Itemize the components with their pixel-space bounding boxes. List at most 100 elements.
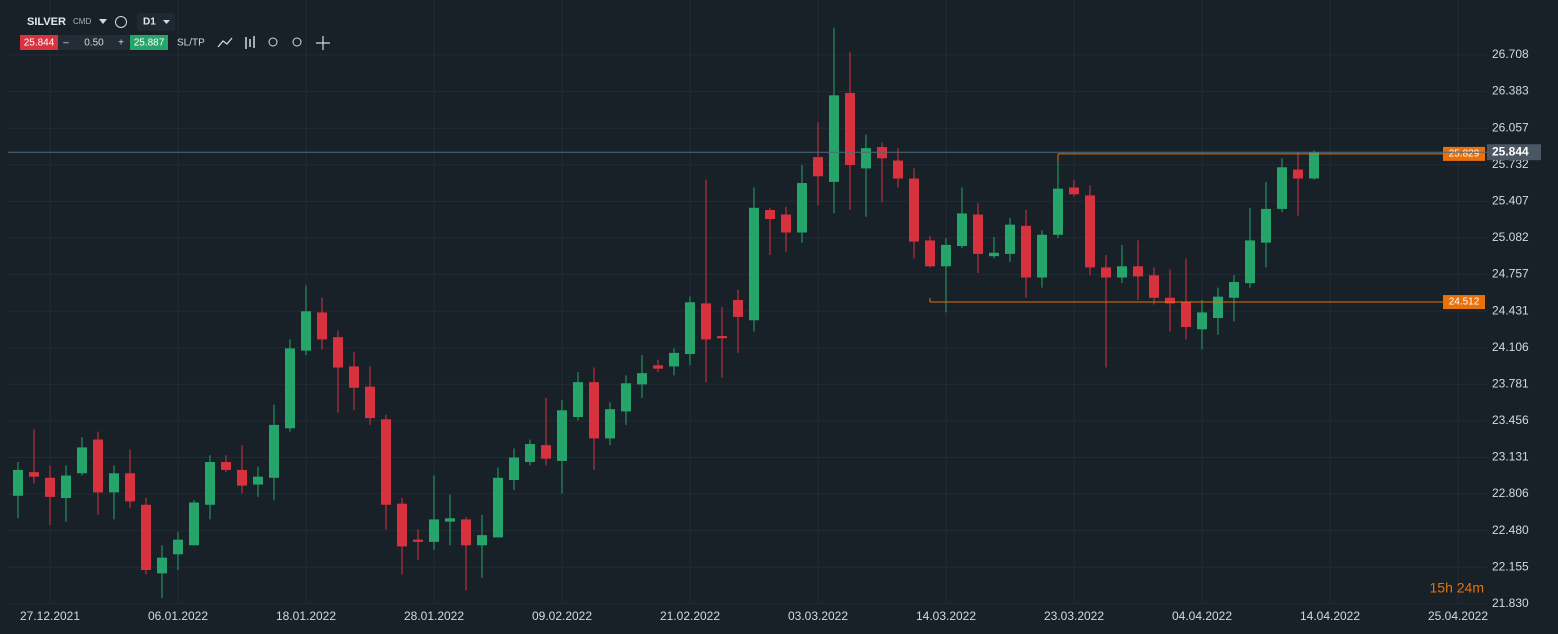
candle-body xyxy=(733,300,743,317)
minus[interactable]: – xyxy=(63,38,69,49)
candle-body xyxy=(205,462,215,505)
candle-body xyxy=(93,439,103,493)
volume-box[interactable] xyxy=(58,35,130,50)
y-tick-label: 24.431 xyxy=(1492,303,1529,317)
sltp[interactable]: SL/TP xyxy=(177,38,205,49)
x-tick-label: 14.04.2022 xyxy=(1300,609,1360,623)
candle-body xyxy=(269,424,279,478)
candle-body xyxy=(253,476,263,485)
x-tick-label: 14.03.2022 xyxy=(916,609,976,623)
level-label: 25.829 xyxy=(1449,149,1480,160)
y-tick-label: 25.082 xyxy=(1492,230,1529,244)
candle-body xyxy=(685,302,695,355)
candle-body xyxy=(861,148,871,169)
x-tick-label: 06.01.2022 xyxy=(148,609,208,623)
candle-body xyxy=(77,447,87,474)
candle-body xyxy=(461,519,471,546)
move-icon[interactable] xyxy=(316,36,330,50)
candle-body xyxy=(1133,266,1143,277)
candle-body xyxy=(1261,208,1271,243)
x-tick-label: 04.04.2022 xyxy=(1172,609,1232,623)
candle-body xyxy=(1085,195,1095,268)
candle-body xyxy=(157,557,167,574)
ask[interactable]: 25.887 xyxy=(134,38,165,49)
x-tick-label: 21.02.2022 xyxy=(660,609,720,623)
candle-body xyxy=(221,462,231,470)
candle-body xyxy=(1181,302,1191,328)
x-tick-label: 09.02.2022 xyxy=(532,609,592,623)
candle-body xyxy=(589,382,599,439)
dropdown-icon[interactable] xyxy=(99,19,107,24)
candle-body xyxy=(1053,188,1063,235)
candle-body xyxy=(1293,169,1303,179)
candle-body xyxy=(557,410,567,461)
candle-body xyxy=(189,502,199,546)
bid[interactable]: 25.844 xyxy=(24,38,55,49)
candle-body xyxy=(445,518,455,522)
candle-body xyxy=(1229,282,1239,298)
market: CMD xyxy=(73,17,91,26)
candle-body xyxy=(973,214,983,254)
y-tick-label: 23.456 xyxy=(1492,413,1529,427)
overlays: 25.829 24.512 25.844 15h 24m xyxy=(8,144,1541,596)
candle-body xyxy=(381,419,391,505)
candle-body xyxy=(125,473,135,502)
last-price-box xyxy=(1487,144,1541,161)
candle-body xyxy=(301,311,311,351)
y-tick-label: 26.708 xyxy=(1492,47,1529,61)
y-tick-label: 22.480 xyxy=(1492,523,1529,537)
candle-body xyxy=(1149,275,1159,298)
line-chart-icon[interactable] xyxy=(217,37,233,48)
candle-body xyxy=(1021,225,1031,278)
timeframe[interactable]: D1 xyxy=(143,17,156,28)
y-tick-label: 23.781 xyxy=(1492,376,1529,390)
candle-icon[interactable] xyxy=(245,36,255,49)
candle-body xyxy=(413,539,423,542)
candle-body xyxy=(1069,187,1079,195)
candle-body xyxy=(701,303,711,340)
info-icon[interactable] xyxy=(115,16,127,28)
candle-body xyxy=(717,336,727,339)
bid-box[interactable] xyxy=(20,35,58,50)
zoom-in-icon[interactable] xyxy=(292,37,302,47)
candle-body xyxy=(1101,267,1111,278)
candle-body xyxy=(1117,266,1127,278)
candle-body xyxy=(573,382,583,418)
candle-body xyxy=(909,178,919,242)
plus[interactable]: + xyxy=(118,38,124,49)
volume[interactable]: 0.50 xyxy=(84,38,104,49)
candle-body xyxy=(397,503,407,547)
candle-body xyxy=(285,348,295,429)
zoom-out-icon[interactable] xyxy=(268,37,278,47)
candle-body xyxy=(781,214,791,233)
dropdown-icon[interactable] xyxy=(163,20,170,24)
candle-body xyxy=(1197,312,1207,330)
candle-body xyxy=(829,95,839,182)
candle-body xyxy=(925,240,935,267)
y-tick-label: 26.057 xyxy=(1492,120,1529,134)
x-tick-label: 03.03.2022 xyxy=(788,609,848,623)
last-price-label: 25.844 xyxy=(1492,144,1529,158)
y-tick-label: 22.155 xyxy=(1492,559,1529,573)
candle-body xyxy=(1245,240,1255,284)
candle-body xyxy=(29,472,39,477)
candle-body xyxy=(237,469,247,486)
y-tick-label: 24.757 xyxy=(1492,267,1529,281)
candle-body xyxy=(845,93,855,166)
candle-body xyxy=(605,409,615,439)
symbol[interactable]: SILVER xyxy=(27,16,66,28)
candle-body xyxy=(429,519,439,542)
candle-body xyxy=(1309,152,1319,179)
candle-body xyxy=(493,477,503,538)
timeframe-box[interactable] xyxy=(137,13,175,31)
candle-body xyxy=(333,337,343,368)
y-tick-label: 25.732 xyxy=(1492,157,1529,171)
ask-box[interactable] xyxy=(130,35,168,50)
candle-body xyxy=(13,469,23,496)
level-label-box xyxy=(1443,146,1485,161)
candles xyxy=(13,27,1319,599)
candle-body xyxy=(893,160,903,179)
candle-body xyxy=(1165,297,1175,304)
candle-body xyxy=(109,473,119,493)
candle-body xyxy=(1005,224,1015,254)
